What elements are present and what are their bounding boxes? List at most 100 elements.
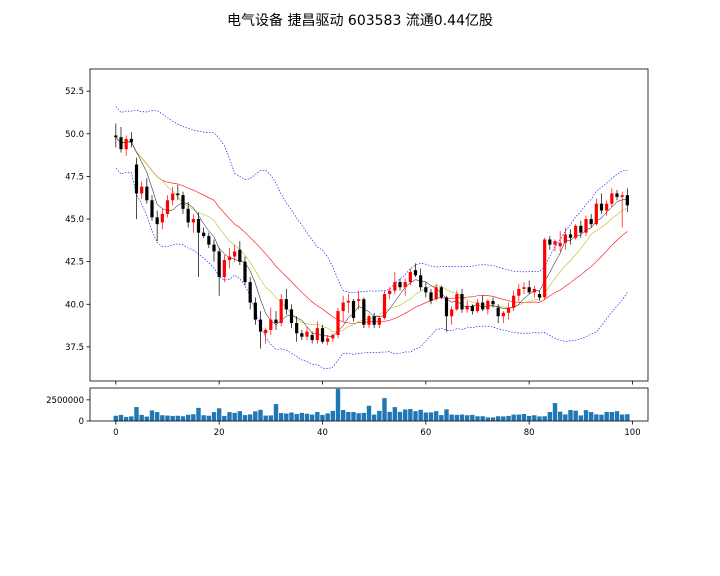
candle-body xyxy=(258,319,263,332)
candle xyxy=(238,241,242,266)
candle xyxy=(315,321,319,344)
candle xyxy=(501,311,505,324)
candle xyxy=(253,297,257,325)
candle-body xyxy=(165,200,170,214)
candle xyxy=(553,239,557,252)
volume-bar xyxy=(216,408,222,421)
volume-bar xyxy=(573,410,578,421)
candle-body xyxy=(207,236,211,245)
candle xyxy=(134,157,139,220)
candle-body xyxy=(548,239,552,245)
candle-body xyxy=(579,225,583,233)
volume-bar xyxy=(387,411,392,421)
candle xyxy=(506,302,511,320)
candle xyxy=(574,224,578,240)
candle xyxy=(610,188,614,208)
candle-body xyxy=(134,164,139,194)
volume-y-axis: 0 2500000 xyxy=(46,396,90,427)
ma20-line xyxy=(115,137,628,324)
candle xyxy=(346,294,350,313)
chart-title: 电气设备 捷昌驱动 603583 流通0.44亿股 xyxy=(227,12,493,29)
candle-body xyxy=(527,287,531,293)
volume-bar xyxy=(464,415,470,421)
volume-bar xyxy=(165,415,170,421)
volume-bar xyxy=(459,414,465,421)
bollinger-upper-line xyxy=(115,106,628,294)
candle-body xyxy=(439,287,443,298)
volume-bar xyxy=(625,414,630,421)
candle-body xyxy=(336,311,340,335)
candle-body xyxy=(289,309,294,324)
candle-body xyxy=(620,195,624,197)
volume-bar xyxy=(552,403,558,421)
volume-bar xyxy=(480,416,485,421)
candle-body xyxy=(393,282,397,291)
candle-body xyxy=(388,290,392,295)
volume-bar xyxy=(180,416,186,421)
candle xyxy=(486,299,490,315)
candle-body xyxy=(486,300,490,310)
candle-body xyxy=(429,292,433,301)
volume-bar xyxy=(356,413,361,421)
candle xyxy=(584,215,588,237)
candle-body xyxy=(119,137,123,150)
candle-body xyxy=(140,186,144,194)
volume-bar xyxy=(439,415,444,421)
volume-bar xyxy=(149,410,155,421)
candle xyxy=(403,278,407,296)
volume-panel: 0 2500000 0 20 40 60 80 100 xyxy=(46,381,649,438)
volume-bar xyxy=(320,414,325,421)
candle-body xyxy=(517,288,521,296)
candle xyxy=(336,307,340,339)
candle xyxy=(439,285,443,300)
candle xyxy=(119,126,123,153)
bollinger-lower-line xyxy=(115,167,628,370)
candle-body xyxy=(155,217,159,225)
candle-body xyxy=(227,256,232,260)
volume-bar xyxy=(495,416,501,421)
volume-bar xyxy=(325,413,330,421)
candle xyxy=(568,229,573,245)
volume-bar xyxy=(263,415,268,421)
volume-bar xyxy=(289,412,294,421)
candle-body xyxy=(563,234,567,243)
candle-body xyxy=(274,319,278,324)
candle xyxy=(217,248,221,296)
volume-bar xyxy=(526,415,532,421)
candle-body xyxy=(243,261,247,283)
candle xyxy=(599,193,604,214)
volume-bar xyxy=(346,412,351,421)
x-tick-label: 20 xyxy=(214,428,225,438)
price-y-axis: 37.5 40.0 42.5 45.0 47.5 50.0 52.5 xyxy=(65,87,90,353)
candle xyxy=(367,314,371,329)
candle xyxy=(413,263,418,277)
volume-bar xyxy=(382,398,387,421)
x-tick-label: 80 xyxy=(524,428,535,438)
candle xyxy=(512,290,516,312)
x-tick-label: 40 xyxy=(317,428,328,438)
volume-bar xyxy=(532,415,537,421)
candle xyxy=(300,329,304,341)
candle-body xyxy=(506,307,511,313)
candle-body xyxy=(331,334,335,339)
candle xyxy=(382,290,387,320)
volume-bar xyxy=(547,412,553,421)
candle xyxy=(279,294,283,327)
candle-body xyxy=(403,282,407,288)
candle-body xyxy=(176,193,180,196)
candle-body xyxy=(424,287,428,293)
candle xyxy=(269,307,273,335)
candle xyxy=(620,191,624,228)
candle xyxy=(625,188,629,213)
candle xyxy=(481,295,485,312)
volume-bar xyxy=(470,414,475,421)
volume-bar xyxy=(594,414,599,421)
candle xyxy=(475,299,480,313)
candle-body xyxy=(196,219,201,233)
candle xyxy=(202,227,206,238)
candle-body xyxy=(470,305,474,312)
candle-body xyxy=(419,275,423,288)
candle xyxy=(248,277,252,310)
candle-body xyxy=(625,195,629,206)
